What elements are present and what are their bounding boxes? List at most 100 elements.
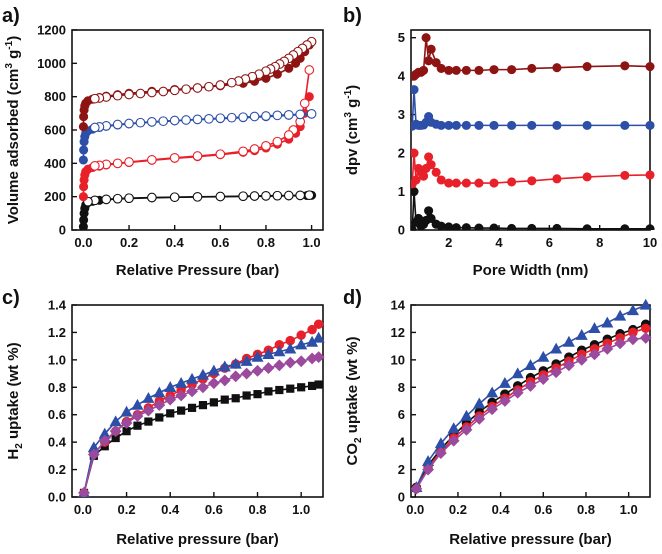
desorption-point [169,152,180,163]
desorption-point [124,118,134,129]
adsorption-point [304,92,314,102]
data-point [142,392,155,403]
y-axis-title: H2 uptake (wt %) [5,342,25,459]
plot-area [78,319,325,497]
data-point [550,342,563,354]
y-tick-label: 10 [391,352,405,367]
data-point [426,213,436,224]
data-point [639,299,652,310]
x-tick-label: 0.2 [449,502,467,517]
x-tick-label: 0.8 [248,502,266,517]
data-point [424,206,434,216]
y-tick-label: 6 [398,407,405,422]
data-point [411,175,421,185]
x-axis-title: Relative pressure (bar) [449,531,612,548]
data-point [626,304,639,316]
x-tick-label: 0.4 [166,235,185,250]
data-point [312,351,325,364]
x-tick-label: 1.0 [303,235,321,250]
data-point [424,152,434,162]
data-point [78,486,90,497]
data-point [582,172,592,182]
data-point [262,348,275,360]
data-point [444,222,454,230]
desorption-point [215,113,226,124]
data-point [240,354,253,366]
data-point [486,403,498,416]
data-point [251,350,264,362]
data-point [588,322,601,333]
desorption-point [283,130,294,140]
data-point [601,316,614,328]
desorption-point [89,93,100,104]
panel-letter: c) [2,287,20,309]
data-point [155,413,164,422]
y-tick-label: 0.2 [48,462,66,477]
desorption-point [249,144,260,154]
y-axis-title-part: 3 [4,63,15,69]
y-axis-title-part: 2 [14,443,25,449]
x-tick-label: 0.0 [406,502,424,517]
data-point [218,360,231,372]
series-black [78,190,317,230]
series-blue [411,85,655,131]
data-point [645,224,655,230]
y-tick-label: 1200 [37,23,66,38]
data-point [295,338,308,350]
data-point [197,381,209,394]
data-point [229,357,242,369]
plot-frame [410,29,651,231]
desorption-point [124,89,134,100]
data-point [444,120,454,130]
desorption-point [226,77,237,88]
y-axis-title-part: -1 [343,89,354,98]
desorption-point [295,190,306,201]
y-axis-title-part: ) [5,36,22,41]
x-tick-label: 0.0 [74,502,92,517]
data-point [537,350,550,362]
y-axis-title-part: g [344,99,361,112]
x-tick-label: 0.2 [118,502,136,517]
data-point [562,335,575,347]
y-tick-label: 200 [44,189,66,204]
data-point [620,224,630,230]
x-axis-title: Relative Pressure (bar) [116,262,279,279]
data-point [460,409,473,421]
data-point [421,33,431,43]
series-line [415,304,647,488]
data-point [474,120,484,130]
desorption-point [158,86,169,97]
data-point [153,386,166,398]
series-magenta [78,351,325,497]
desorption-point [147,192,157,203]
data-point [229,370,242,383]
data-point [507,177,517,187]
desorption-point [204,81,214,92]
desorption-point [112,158,123,169]
data-point [507,65,517,75]
y-tick-label: 1.4 [48,298,67,313]
data-point [436,63,446,74]
series-line [411,89,650,127]
data-point [187,403,197,412]
data-point [207,364,220,376]
data-point [474,178,484,188]
data-point [207,377,220,390]
adsorption-point [78,192,88,202]
desorption-point [261,190,271,201]
y-tick-label: 1 [398,184,405,199]
data-point [474,65,484,75]
desorption-point [192,151,203,161]
data-point [575,328,588,340]
data-point [588,348,601,361]
data-point [411,85,419,95]
data-point [275,385,284,395]
data-point [434,447,447,460]
desorption-point [169,85,180,96]
data-point [411,186,419,197]
data-point [620,120,630,130]
data-point [144,417,153,426]
data-point [614,309,627,321]
data-point [461,178,471,188]
y-tick-label: 1.2 [48,325,66,340]
